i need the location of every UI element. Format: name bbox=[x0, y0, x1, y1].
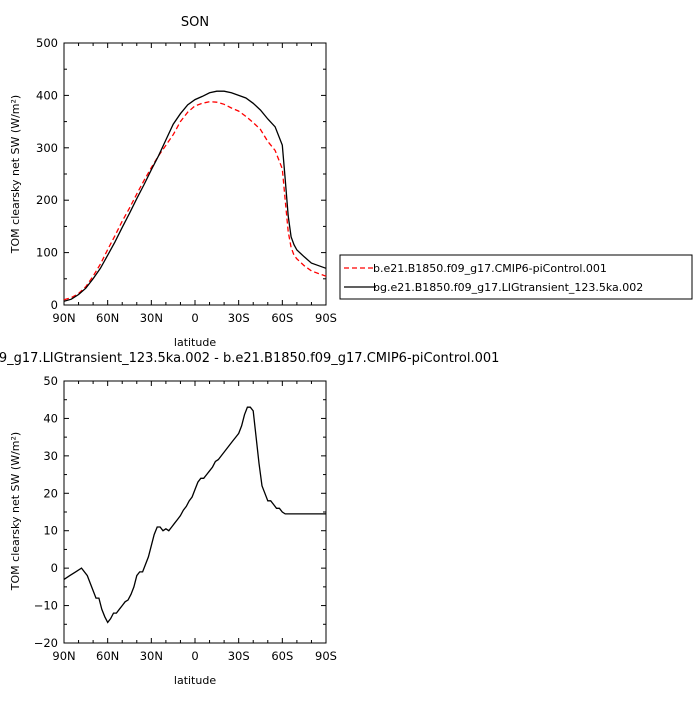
x-tick-label: 90S bbox=[315, 311, 337, 325]
x-tick-label: 30N bbox=[140, 311, 163, 325]
plot-frame bbox=[63, 42, 327, 306]
y-axis-label: TOM clearsky net SW (W/m²) bbox=[9, 95, 22, 254]
y-tick-label: 0 bbox=[51, 298, 58, 312]
panel-difference: 90N 60N 30N 0 30S 60S 90S −20 −10 0 10 20 30 40 50 bbox=[34, 374, 337, 663]
x-axis-label-difference: latitude bbox=[174, 674, 216, 687]
x-tick-label: 90N bbox=[52, 311, 75, 325]
x-tick-label: 90N bbox=[52, 649, 75, 663]
x-tick-label: 30S bbox=[228, 311, 250, 325]
y-tick-label: 100 bbox=[36, 246, 58, 260]
y-tick-label: 0 bbox=[51, 561, 58, 575]
y-tick-label: 20 bbox=[43, 486, 58, 500]
legend: b.e21.B1850.f09_g17.CMIP6-piControl.001 … bbox=[339, 254, 693, 300]
y-tick-label: 200 bbox=[36, 193, 58, 207]
panel-son: 90N 60N 30N 0 30S 60S 90S 0 100 200 300 400 500 bbox=[36, 36, 337, 325]
y-tick-label: 50 bbox=[43, 374, 58, 388]
series-line-diff-0 bbox=[63, 406, 326, 624]
y-tick-label: 40 bbox=[43, 411, 58, 425]
x-tick-label: 60S bbox=[271, 649, 293, 663]
legend-box bbox=[339, 254, 693, 300]
y-tick-label: 400 bbox=[36, 88, 58, 102]
y-tick-label: 500 bbox=[36, 36, 58, 50]
x-tick-label: 60N bbox=[96, 649, 119, 663]
x-tick-label: 30S bbox=[228, 649, 250, 663]
x-tick-label: 30N bbox=[140, 649, 163, 663]
y-tick-label: 10 bbox=[43, 524, 58, 538]
series-line-son-0 bbox=[63, 101, 327, 301]
plot-frame bbox=[63, 380, 327, 644]
y-tick-label: 30 bbox=[43, 449, 58, 463]
chart-title-difference: bg.e21.B1850.f09_g17.LIGtransient_123.5k… bbox=[0, 351, 499, 366]
y-axis-label-difference: TOM clearsky net SW (W/m²) bbox=[9, 432, 22, 591]
y-tick-label: −10 bbox=[34, 599, 58, 613]
x-tick-label: 90S bbox=[315, 649, 337, 663]
y-tick-label: 300 bbox=[36, 141, 58, 155]
chart-title: SON bbox=[181, 15, 209, 30]
legend-label-LIGtransient: bg.e21.B1850.f09_g17.LIGtransient_123.5k… bbox=[373, 281, 643, 294]
x-tick-label: 60N bbox=[96, 311, 119, 325]
x-axis-label: latitude bbox=[174, 336, 216, 349]
x-tick-label: 0 bbox=[191, 649, 198, 663]
legend-label-piControl: b.e21.B1850.f09_g17.CMIP6-piControl.001 bbox=[373, 262, 607, 275]
x-tick-label: 60S bbox=[271, 311, 293, 325]
series-line-son-1 bbox=[63, 90, 327, 302]
x-tick-label: 0 bbox=[191, 311, 198, 325]
y-tick-label: −20 bbox=[34, 636, 58, 650]
